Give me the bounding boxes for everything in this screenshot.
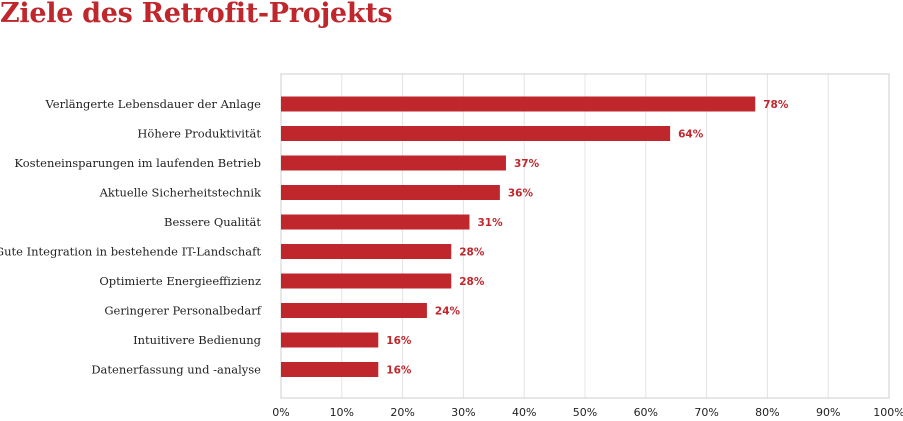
value-label: 24% — [435, 306, 461, 318]
x-tick-label: 40% — [512, 406, 536, 419]
x-tick-label: 90% — [816, 406, 840, 419]
chart-title: Ziele des Retrofit-Projekts — [0, 0, 393, 29]
value-label: 16% — [386, 335, 412, 347]
category-label: Datenerfassung und -analyse — [91, 363, 261, 377]
value-label: 78% — [763, 99, 789, 111]
x-tick-label: 60% — [634, 406, 658, 419]
x-tick-label: 0% — [272, 406, 289, 419]
x-tick-label: 80% — [755, 406, 779, 419]
category-label: Verlängerte Lebensdauer der Anlage — [45, 97, 262, 111]
bar — [281, 244, 452, 259]
category-label: Intuitivere Bedienung — [133, 333, 262, 347]
bar — [281, 303, 427, 318]
category-label: Optimierte Energieeffizienz — [99, 274, 261, 288]
bar — [281, 126, 671, 141]
plot-frame — [280, 73, 890, 399]
bar — [281, 185, 500, 200]
value-label: 16% — [386, 365, 412, 377]
category-label: Bessere Qualität — [164, 215, 261, 229]
value-label: 36% — [508, 188, 534, 200]
x-tick-label: 20% — [390, 406, 414, 419]
value-label: 28% — [459, 276, 485, 288]
x-tick-label: 30% — [451, 406, 475, 419]
x-tick-label: 100% — [873, 406, 903, 419]
bar — [281, 214, 470, 230]
bar — [281, 332, 379, 348]
bar — [281, 96, 756, 112]
bars — [281, 96, 756, 377]
category-label: Aktuelle Sicherheitstechnik — [99, 186, 262, 200]
x-axis-tick-labels: 0% 10% 20% 30% 40% 50% 60% 70% 80% 90% 100% — [272, 406, 903, 419]
value-label: 37% — [514, 158, 540, 170]
bar — [281, 273, 452, 289]
category-label: Gute Integration in bestehende IT-Landsc… — [0, 245, 261, 259]
category-label: Geringerer Personalbedarf — [104, 304, 261, 318]
bar — [281, 155, 506, 171]
category-label: Kosteneinsparungen im laufenden Betrieb — [14, 156, 261, 170]
value-label: 28% — [459, 247, 485, 259]
value-labels: 78% 64% 37% 36% 31% 28% 28% 24% 16% 16% — [386, 99, 789, 377]
x-tick-label: 50% — [573, 406, 597, 419]
value-label: 64% — [678, 129, 704, 141]
bar — [281, 362, 379, 377]
x-tick-label: 70% — [694, 406, 718, 419]
category-labels: Verlängerte Lebensdauer der Anlage Höhere… — [0, 97, 262, 377]
value-label: 31% — [477, 217, 503, 229]
category-label: Höhere Produktivität — [137, 127, 261, 141]
gridlines — [341, 74, 829, 398]
x-tick-label: 10% — [330, 406, 354, 419]
